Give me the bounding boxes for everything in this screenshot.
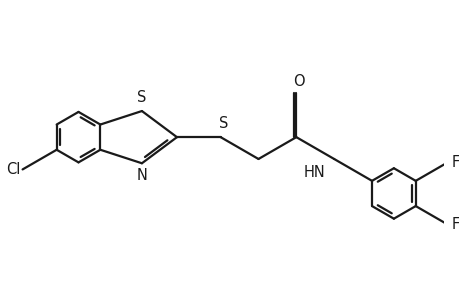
Text: S: S xyxy=(137,90,146,105)
Text: F: F xyxy=(451,155,459,170)
Text: O: O xyxy=(292,74,304,89)
Text: F: F xyxy=(451,217,459,232)
Text: N: N xyxy=(136,168,147,183)
Text: S: S xyxy=(218,116,227,131)
Text: Cl: Cl xyxy=(6,162,20,177)
Text: HN: HN xyxy=(302,165,324,180)
